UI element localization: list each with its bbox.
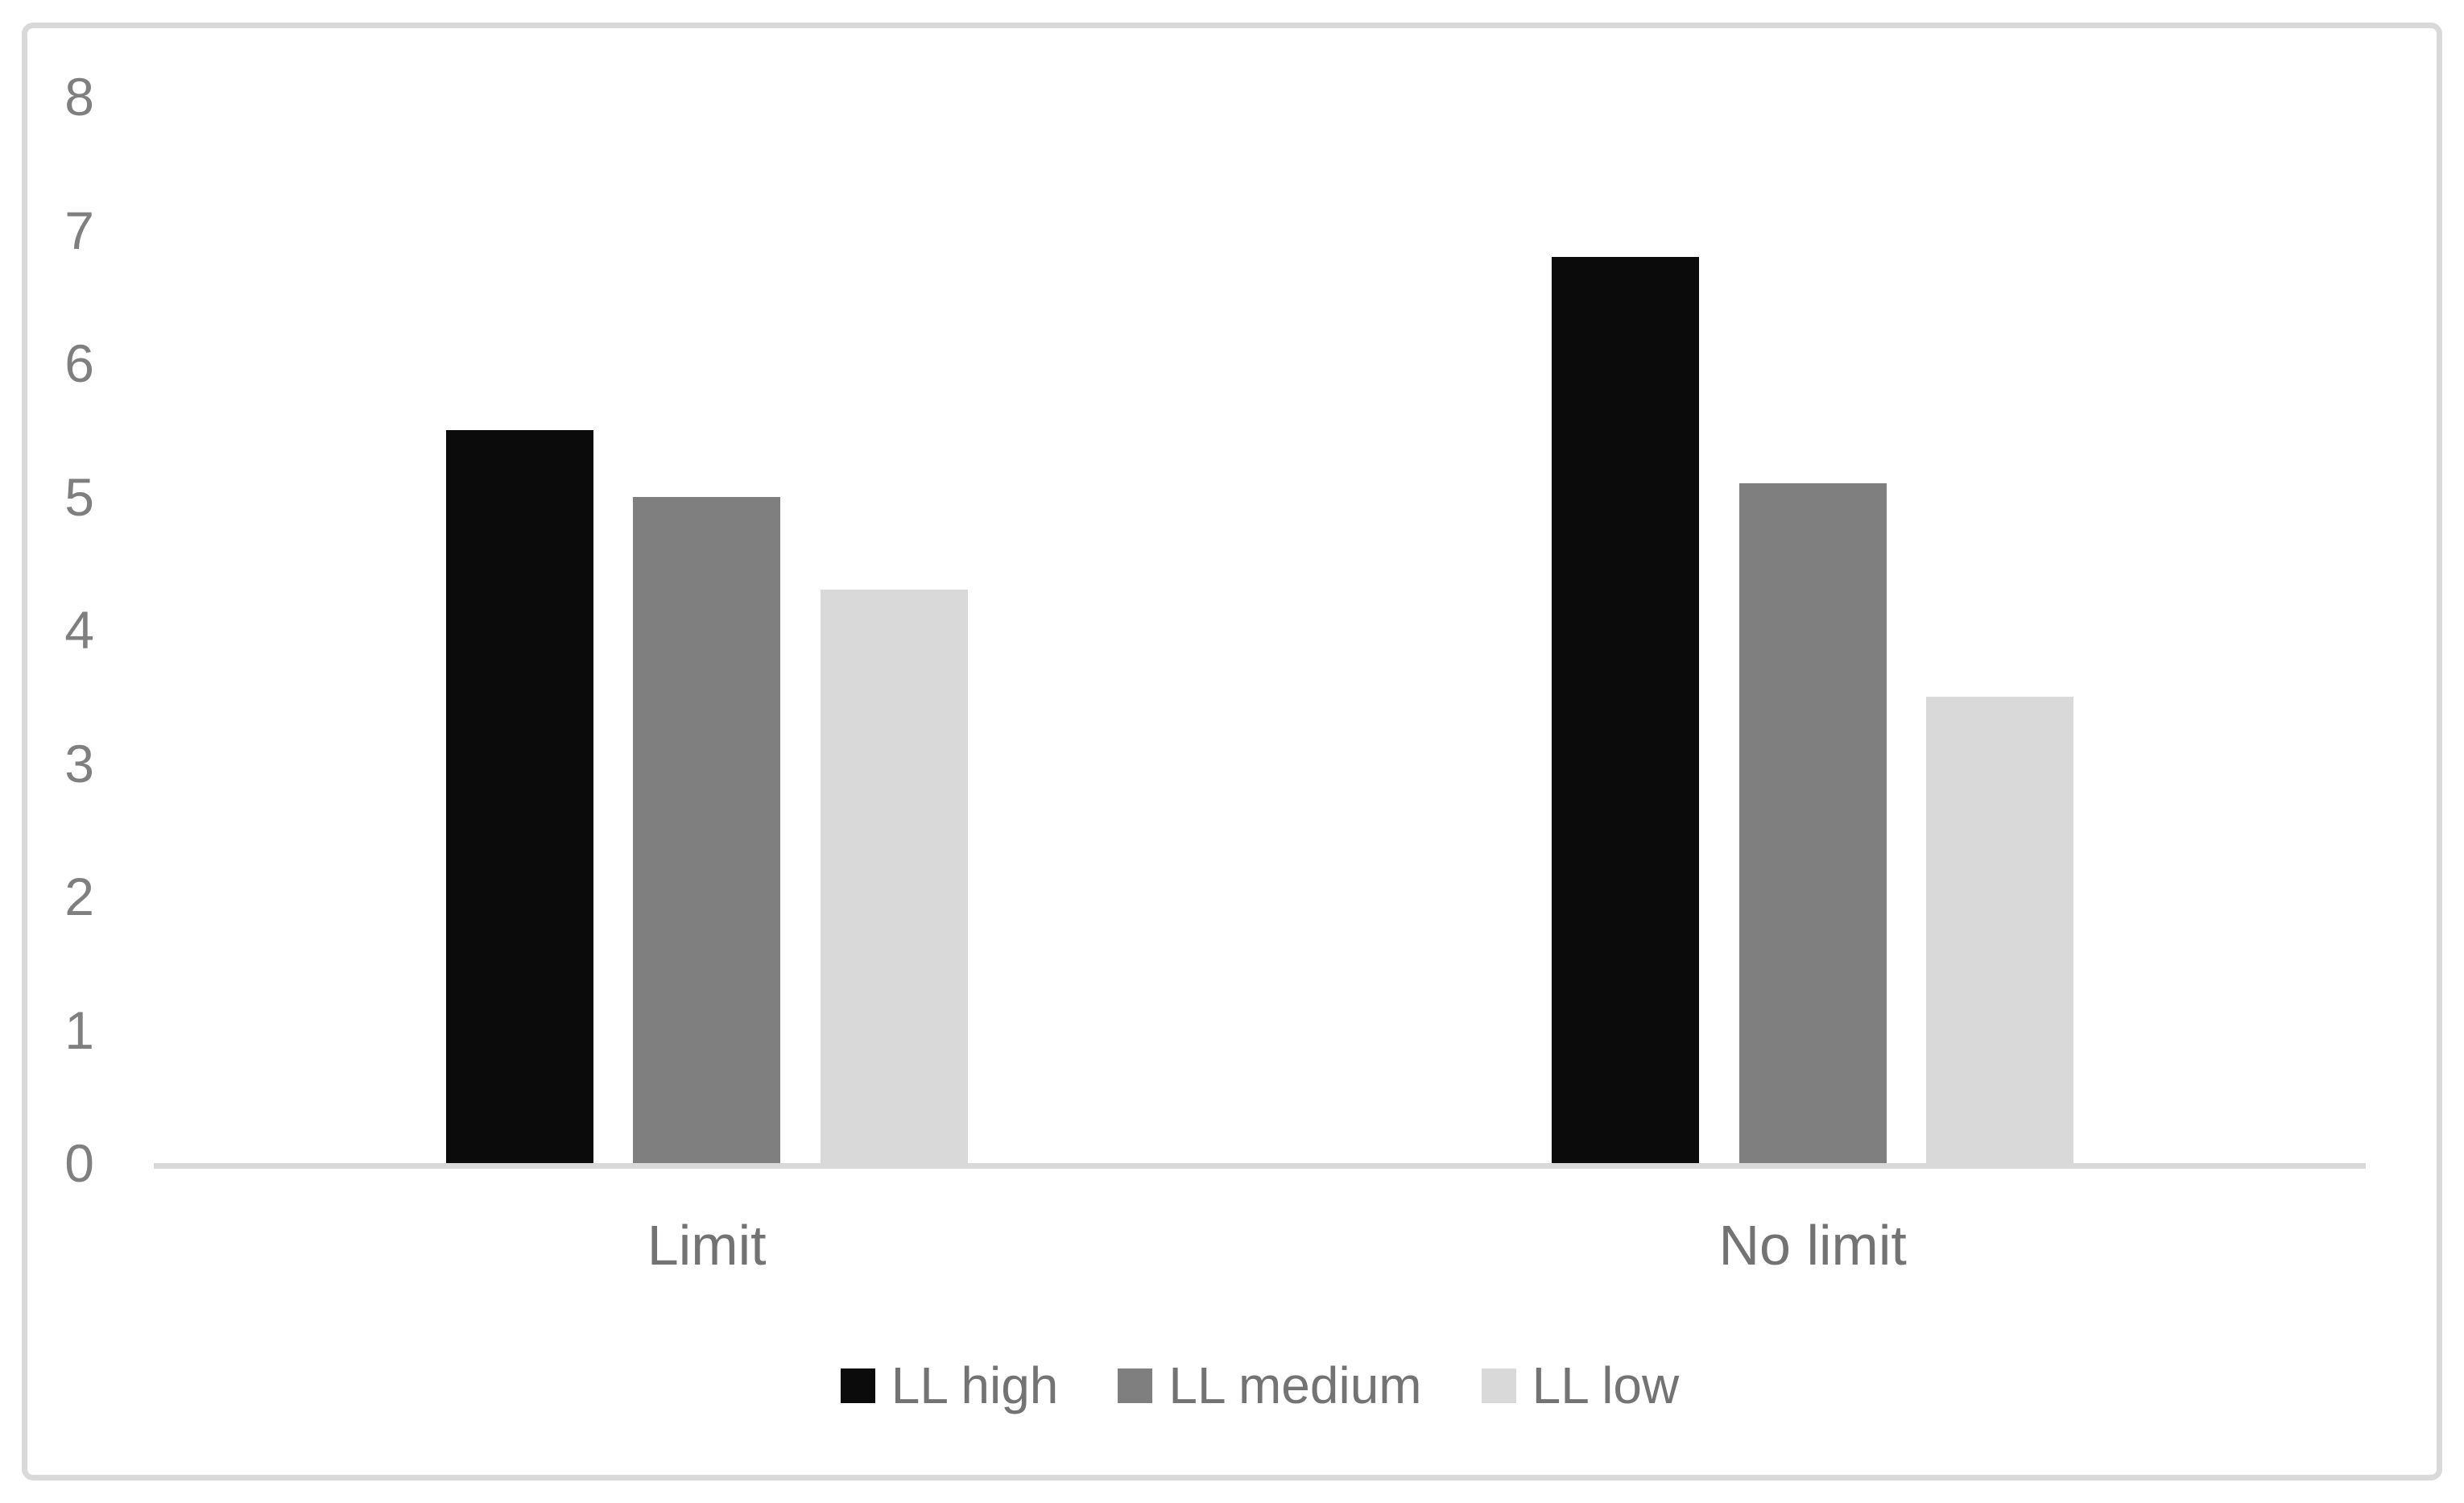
legend-item-ll-high: LL high xyxy=(840,1356,1059,1415)
bar-no-limit-ll-low xyxy=(1926,696,2074,1163)
legend-item-ll-medium: LL medium xyxy=(1118,1356,1422,1415)
bar-limit-ll-low xyxy=(820,590,968,1163)
legend-label-ll-high: LL high xyxy=(891,1356,1059,1414)
bar-limit-ll-high xyxy=(445,429,593,1163)
category-label-no-limit: No limit xyxy=(1718,1214,1907,1277)
legend-label-ll-medium: LL medium xyxy=(1168,1356,1422,1414)
y-axis-tick-label: 5 xyxy=(64,466,95,527)
y-axis-tick-label: 0 xyxy=(64,1133,95,1193)
bar-limit-ll-medium xyxy=(633,496,781,1163)
legend-swatch-ll-medium xyxy=(1118,1368,1153,1403)
bar-no-limit-ll-high xyxy=(1552,256,1700,1163)
legend-item-ll-low: LL low xyxy=(1481,1356,1680,1415)
y-axis-tick-label: 4 xyxy=(64,600,95,660)
legend: LL high LL medium LL low xyxy=(154,1356,2366,1415)
legend-swatch-ll-high xyxy=(840,1368,875,1403)
y-axis-tick-label: 2 xyxy=(64,867,95,926)
y-axis-tick-label: 6 xyxy=(64,333,95,393)
category-label-limit: Limit xyxy=(647,1214,767,1277)
y-axis-tick-label: 8 xyxy=(64,67,95,126)
x-axis-line xyxy=(154,1163,2366,1169)
y-axis-tick-label: 7 xyxy=(64,200,95,260)
legend-label-ll-low: LL low xyxy=(1532,1356,1680,1414)
bar-no-limit-ll-medium xyxy=(1738,482,1887,1163)
legend-swatch-ll-low xyxy=(1481,1368,1516,1403)
y-axis-tick-label: 1 xyxy=(64,1000,95,1060)
y-axis-tick-label: 3 xyxy=(64,733,95,793)
